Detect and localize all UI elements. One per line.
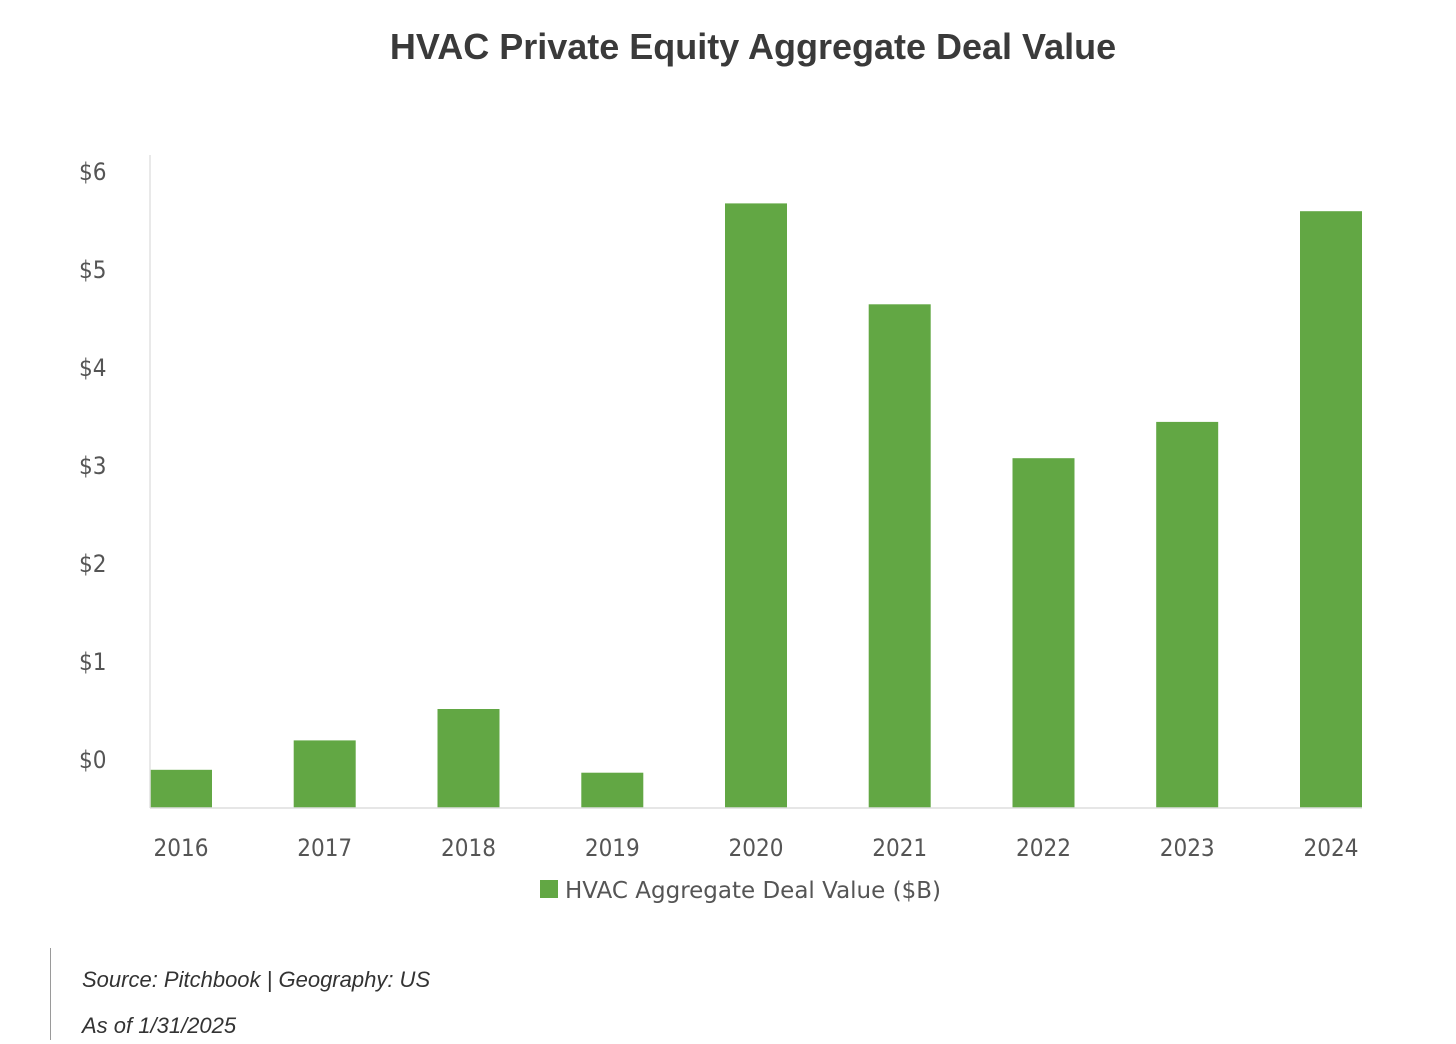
x-tick-labels: 2016 2017 2018 2019 2020 2021 2022 2023 2024 [154,834,1359,862]
y-tick-labels: $0 $1 $2 $3 $4 $5 $6 [79,158,106,774]
y-tick-label: $4 [79,354,106,382]
bar-group [150,203,1362,808]
bar-2024 [1300,211,1362,808]
legend-swatch [540,880,558,898]
legend: HVAC Aggregate Deal Value ($B) [540,878,941,904]
y-tick-label: $6 [79,158,106,186]
source-text: Source: Pitchbook | Geography: US [82,967,431,992]
y-tick-label: $1 [79,648,106,676]
x-tick-label: 2017 [297,834,352,862]
x-tick-label: 2023 [1160,834,1215,862]
x-tick-label: 2016 [154,834,209,862]
x-tick-label: 2020 [729,834,784,862]
y-tick-label: $5 [79,256,106,284]
x-tick-label: 2018 [441,834,496,862]
bar-2018 [437,709,500,808]
bar-2022 [1012,458,1075,808]
bar-2023 [1156,421,1219,808]
legend-label: HVAC Aggregate Deal Value ($B) [565,878,941,904]
bar-chart: $0$1$2$3$4$5$6 2016 2017 2018 2019 2020 2021 2… [79,155,1362,904]
bar-2021 [868,304,931,808]
bar-2019 [581,772,644,808]
source-note: Source: Pitchbook | Geography: US As of … [50,948,430,1040]
x-tick-label: 2019 [585,834,640,862]
bar-2020 [725,203,787,808]
y-tick-label: $2 [79,550,106,578]
y-tick-label: $3 [79,452,106,480]
bar-2017 [293,740,356,808]
x-tick-label: 2021 [872,834,927,862]
chart-title: HVAC Private Equity Aggregate Deal Value [389,26,1117,67]
y-tick-label: $0 [79,746,106,774]
as-of-date: As of 1/31/2025 [82,1013,237,1038]
bar-2016 [150,769,212,808]
x-tick-label: 2022 [1016,834,1071,862]
x-tick-label: 2024 [1304,834,1359,862]
